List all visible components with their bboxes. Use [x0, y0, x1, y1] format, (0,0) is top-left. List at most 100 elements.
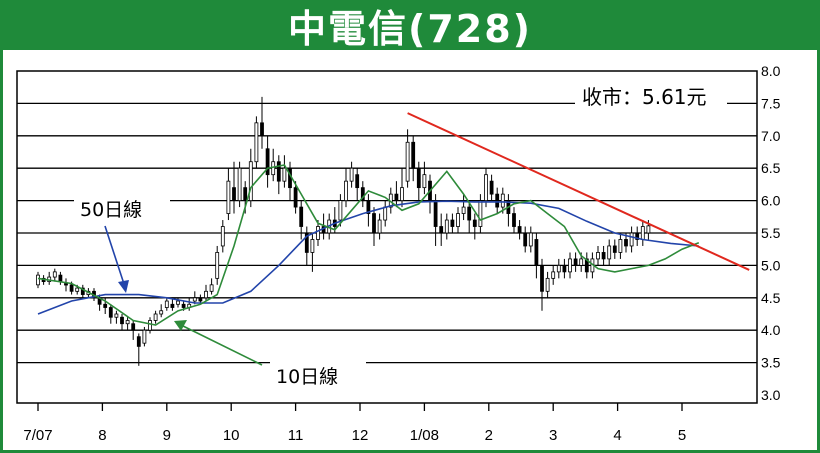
candle-body: [304, 232, 309, 253]
candle: [276, 155, 281, 195]
candle: [271, 148, 276, 182]
candle: [416, 161, 421, 201]
candle-body: [108, 307, 113, 318]
ma10-arrow-head: [174, 320, 187, 331]
candle: [164, 297, 169, 311]
title-bar: 中電信(728): [0, 0, 820, 51]
candle-body: [512, 213, 516, 227]
candle: [360, 181, 365, 208]
candle-body: [596, 252, 600, 260]
close-label: 收市：5.61元: [582, 85, 707, 109]
ma50-label: 50日線: [80, 199, 142, 221]
candle: [204, 284, 208, 302]
ma50-arrow-line: [104, 225, 125, 285]
candle-body: [500, 193, 505, 208]
candle-body: [220, 226, 225, 247]
candle-body: [209, 284, 214, 292]
candle-body: [237, 167, 242, 201]
candle: [366, 194, 371, 227]
candle-body: [243, 187, 248, 201]
x-tick-label: 10: [223, 427, 240, 444]
candle-body: [416, 167, 421, 189]
x-tick-label: 5: [678, 427, 686, 444]
candle: [540, 258, 544, 311]
candle-body: [489, 180, 494, 195]
x-tick-label: 1/08: [410, 427, 439, 444]
candle: [428, 174, 432, 214]
candle-body: [181, 303, 186, 308]
candle-body: [394, 193, 399, 201]
candle-body: [36, 274, 40, 286]
candle-body: [411, 141, 416, 169]
candle-body: [444, 219, 449, 234]
candle-body: [260, 122, 264, 137]
y-tick-label: 6.5: [761, 160, 781, 176]
candle: [551, 265, 556, 285]
candle: [153, 310, 158, 324]
candle-body: [69, 284, 74, 292]
candle-body: [170, 303, 175, 308]
candle: [310, 233, 315, 272]
candle: [58, 271, 63, 285]
candle: [170, 297, 175, 311]
candle-body: [433, 200, 438, 227]
candle: [584, 252, 589, 279]
candle-body: [164, 300, 169, 308]
candle-body: [64, 283, 68, 286]
candle-body: [148, 320, 152, 331]
candle-body: [523, 232, 528, 247]
candle-body: [159, 310, 164, 315]
chart-title: 中電信(728): [287, 6, 533, 51]
candle-body: [607, 245, 612, 260]
candle: [108, 304, 113, 324]
candle-body: [556, 264, 561, 273]
candle: [601, 245, 606, 266]
candle: [573, 252, 578, 272]
ma10-label: 10日線: [276, 366, 338, 388]
candle-body: [562, 264, 567, 273]
candle: [394, 181, 399, 208]
candle: [556, 258, 561, 279]
y-tick-label: 3.0: [761, 387, 781, 403]
candle: [607, 239, 612, 266]
y-tick-label: 6.0: [761, 193, 781, 209]
candle-body: [215, 252, 220, 279]
candle-body: [495, 193, 500, 208]
candle-body: [232, 187, 236, 201]
close-label-bg: [575, 80, 727, 110]
candle: [125, 317, 130, 331]
candle: [506, 194, 511, 227]
candle: [405, 129, 410, 188]
candle-body: [629, 232, 634, 247]
candle: [484, 168, 488, 208]
candle: [148, 317, 152, 334]
candle-body: [400, 187, 404, 201]
x-tick-label: 4: [613, 427, 621, 444]
candle-body: [640, 226, 645, 240]
candle-body: [601, 252, 606, 260]
candle-body: [120, 316, 124, 325]
candle: [444, 213, 449, 240]
candle: [192, 291, 197, 305]
candle: [220, 220, 225, 253]
candle-body: [534, 239, 539, 266]
candle: [254, 116, 259, 169]
y-tick-label: 4.0: [761, 322, 781, 338]
candle-body: [125, 320, 130, 325]
candle: [36, 271, 40, 289]
candle-body: [484, 174, 488, 201]
candle-body: [528, 232, 533, 247]
y-tick-label: 8.0: [761, 63, 781, 79]
candle-body: [299, 206, 304, 227]
candle: [640, 220, 645, 246]
candle: [248, 148, 253, 208]
ma10-line: [37, 164, 700, 326]
candle: [349, 161, 354, 188]
candle: [237, 161, 242, 208]
candle-body: [612, 245, 617, 253]
candle-body: [131, 323, 136, 331]
candle: [618, 233, 623, 259]
candle-body: [584, 258, 589, 273]
candle-body: [461, 206, 466, 214]
candle-body: [545, 277, 550, 292]
